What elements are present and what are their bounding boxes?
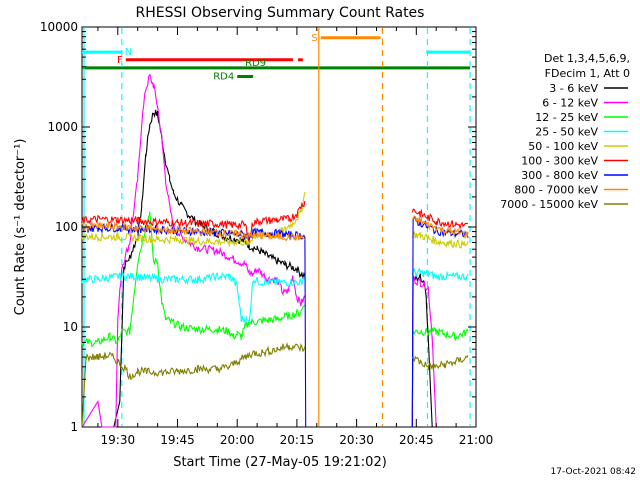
legend-header-line-1: Det 1,3,4,5,6,9, <box>544 52 630 65</box>
legend: Det 1,3,4,5,6,9, FDecim 1, Att 0 3 - 6 k… <box>500 52 630 211</box>
series-line-7 <box>81 215 469 242</box>
series-line-0 <box>82 109 433 428</box>
y-tick-label: 10 <box>63 320 78 334</box>
series-line-5 <box>81 200 469 243</box>
x-tick-label: 21:00 <box>459 433 494 447</box>
legend-entry-label: 800 - 7000 keV <box>514 184 598 197</box>
legend-entry-label: 12 - 25 keV <box>535 111 598 124</box>
x-tick-label: 20:30 <box>339 433 374 447</box>
annotation-label: RD4 <box>213 71 234 82</box>
annotation-label: S <box>311 33 317 44</box>
y-tick-label: 1 <box>70 420 78 434</box>
legend-entry-label: 300 - 800 keV <box>521 169 598 182</box>
chart-title: RHESSI Observing Summary Count Rates <box>136 5 425 21</box>
y-tick-label: 10000 <box>40 20 78 34</box>
series-line-8 <box>81 342 469 428</box>
y-tick-label: 1000 <box>47 120 78 134</box>
annotation-label: N <box>125 47 132 58</box>
x-tick-label: 19:30 <box>101 433 136 447</box>
legend-entry-label: 6 - 12 keV <box>542 97 598 110</box>
series-lines <box>81 74 469 428</box>
legend-entry-label: 25 - 50 keV <box>535 126 598 139</box>
annotation-label: F <box>117 55 123 66</box>
legend-entry-label: 100 - 300 keV <box>521 155 598 168</box>
legend-entry-label: 50 - 100 keV <box>528 140 598 153</box>
y-tick-label: 100 <box>55 220 78 234</box>
x-tick-label: 20:45 <box>399 433 434 447</box>
annotation-bars: NF S RD9 RD4 <box>82 33 471 82</box>
x-tick-label: 19:45 <box>160 433 195 447</box>
legend-entry-label: 7000 - 15000 keV <box>500 198 598 211</box>
series-line-1 <box>81 74 437 428</box>
y-axis-label: Count Rate (s⁻¹ detector⁻¹) <box>13 139 28 316</box>
series-line-6 <box>82 216 469 428</box>
series-line-2 <box>81 211 469 348</box>
footer-timestamp: 17-Oct-2021 08:42 <box>551 467 636 477</box>
annotation-label: RD9 <box>245 58 266 69</box>
legend-entry-label: 3 - 6 keV <box>549 82 598 95</box>
x-axis-ticks: 19:30 19:45 20:00 20:15 20:30 20:45 21:00 <box>97 27 494 447</box>
x-tick-label: 20:00 <box>220 433 255 447</box>
x-tick-label: 20:15 <box>280 433 315 447</box>
series-line-3 <box>81 267 469 327</box>
y-axis-ticks: 1 10 100 1000 10000 <box>40 20 476 434</box>
x-axis-label: Start Time (27-May-05 19:21:02) <box>173 455 387 470</box>
legend-header-line-2: FDecim 1, Att 0 <box>545 67 630 80</box>
